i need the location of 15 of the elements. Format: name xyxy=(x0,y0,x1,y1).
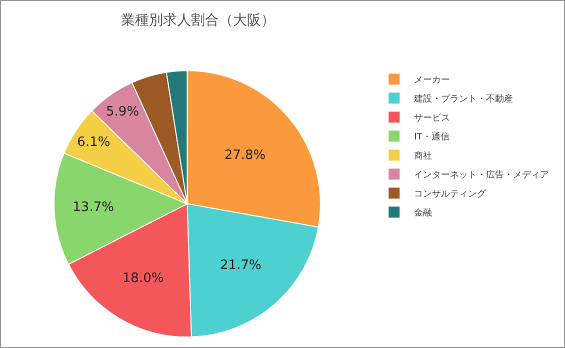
legend-label: インターネット・広告・メディア xyxy=(414,170,550,181)
chart-title: 業種別求人割合（大阪） xyxy=(121,12,276,29)
legend-label: サービス xyxy=(414,112,450,124)
data-label: 27.8% xyxy=(224,148,266,163)
legend-label: 建設・プラント・不動産 xyxy=(413,94,514,105)
data-label: 21.7% xyxy=(220,258,262,274)
legend-label: IT・通信 xyxy=(414,132,450,143)
legend-label: コンサルティング xyxy=(414,188,488,200)
legend-label: 商社 xyxy=(414,150,432,162)
data-label: 6.1% xyxy=(77,134,110,150)
data-label: 5.9% xyxy=(106,104,140,120)
data-label: 18.0% xyxy=(122,270,164,286)
legend-label: 金融 xyxy=(414,208,432,219)
data-label: 13.7% xyxy=(72,200,114,216)
legend-label: メーカー xyxy=(414,76,450,86)
